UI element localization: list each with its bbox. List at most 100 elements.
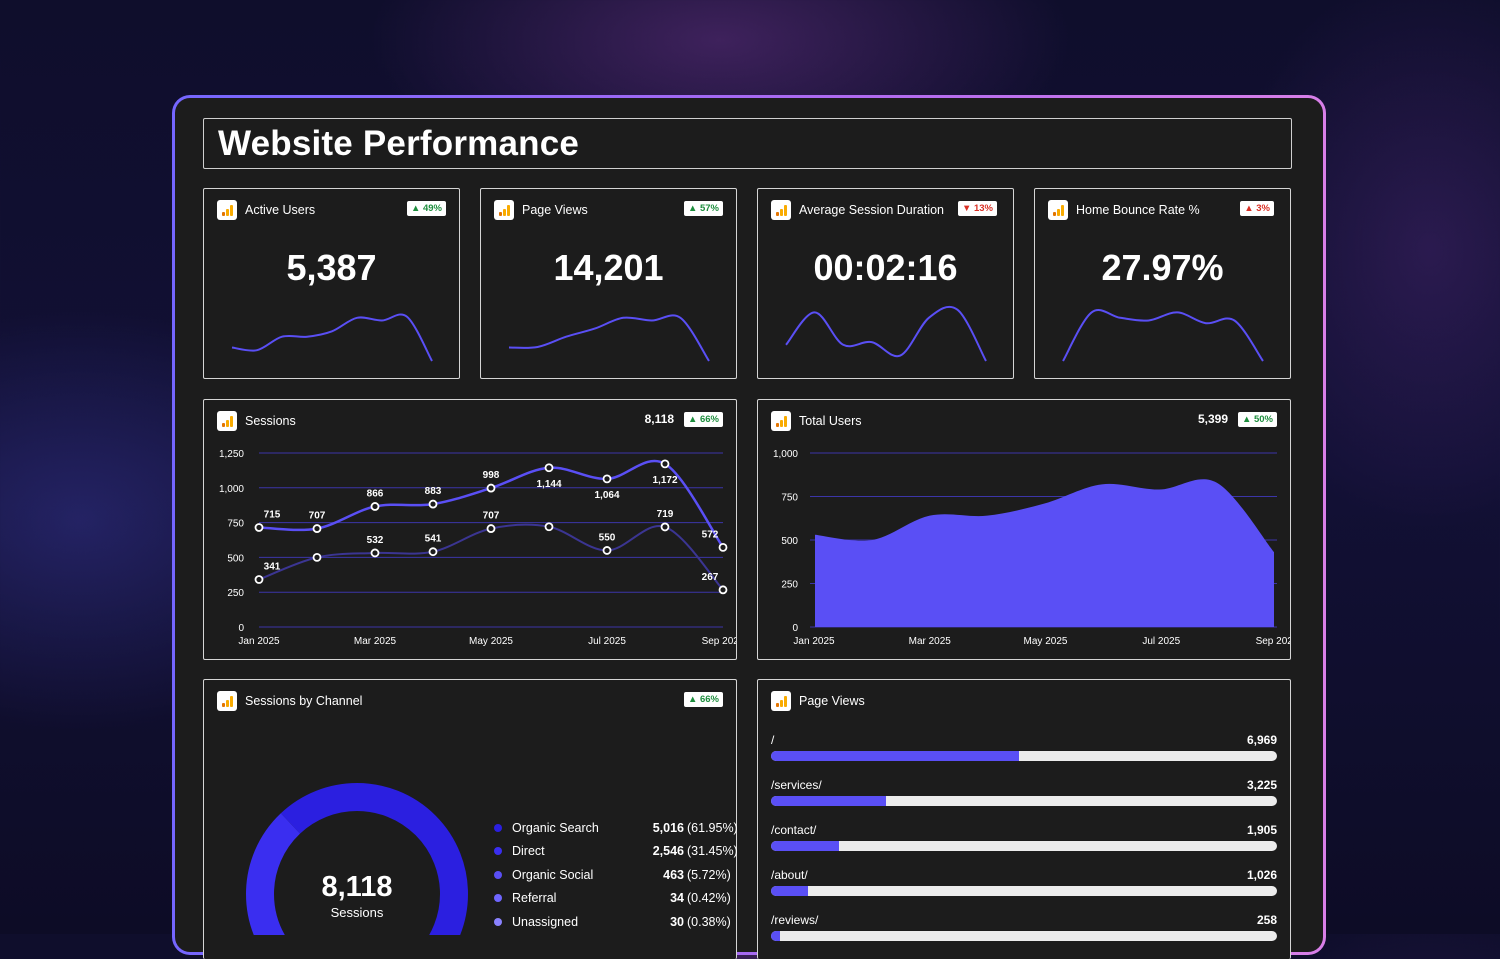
progress-track: [771, 751, 1277, 761]
card-title: Page Views: [799, 694, 865, 708]
kpi-label: Home Bounce Rate %: [1076, 203, 1200, 217]
kpi-card-active-users[interactable]: Active Users ▲ 49% 5,387: [203, 188, 460, 379]
y-tick-label: 750: [781, 493, 798, 504]
y-tick-label: 500: [781, 536, 798, 547]
progress-fill: [771, 931, 781, 941]
x-tick-label: Mar 2025: [354, 636, 397, 647]
data-label: 719: [657, 509, 674, 520]
legend-percent: (5.72%): [687, 867, 731, 882]
page-views-row[interactable]: /contact/1,905: [771, 823, 1277, 851]
data-label: 550: [599, 532, 616, 543]
total-users-area-chart: 0 250 500 750 1,000 Jan 2025 Mar 2025 May 2025 J…: [773, 449, 1290, 647]
data-label: 998: [483, 470, 500, 481]
kpi-card-avg-session-duration[interactable]: Average Session Duration ▼ 13% 00:02:16: [757, 188, 1014, 379]
page-path: /about/: [771, 868, 808, 882]
legend-percent: (0.38%): [687, 914, 731, 929]
data-label: 883: [425, 486, 442, 497]
page-path: /contact/: [771, 823, 817, 837]
analytics-icon: [217, 691, 237, 711]
page-views-row[interactable]: / 6,969: [771, 733, 1277, 761]
page-views-value: 6,969: [1246, 733, 1277, 747]
sparkline-path: [1062, 309, 1264, 362]
page-views-row[interactable]: /services/3,225: [771, 778, 1277, 806]
donut-slice: [246, 783, 468, 935]
channel-donut-chart: [246, 783, 468, 935]
page-views-row[interactable]: /about/1,026: [771, 868, 1277, 896]
sessions-by-channel-card[interactable]: Sessions by Channel ▲ 66% 8,118 Sessions…: [203, 679, 738, 959]
change-badge: ▲ 57%: [683, 201, 723, 216]
kpi-card-home-bounce-rate[interactable]: Home Bounce Rate % ▲ 3% 27.97%: [1034, 188, 1291, 379]
kpi-card-page-views[interactable]: Page Views ▲ 57% 14,201: [480, 188, 737, 379]
legend-name: Organic Search: [512, 820, 599, 835]
data-point: [428, 499, 438, 509]
donut-slice: [246, 783, 468, 935]
kpi-label: Average Session Duration: [799, 203, 944, 217]
kpi-value: 00:02:16: [813, 247, 958, 288]
total-users-card[interactable]: Total Users 5,399 ▲ 50% 0 250 500 750 1,000 J…: [757, 399, 1291, 660]
x-tick-label: Jan 2025: [793, 636, 835, 647]
data-point: [312, 524, 322, 533]
kpi-value: 27.97%: [1101, 247, 1224, 288]
x-tick-label: May 2025: [1024, 636, 1068, 647]
change-badge: ▲ 49%: [406, 201, 446, 216]
change-badge: ▲ 3%: [1240, 201, 1274, 216]
data-label: 532: [367, 535, 384, 546]
x-tick-label: Mar 2025: [909, 636, 952, 647]
sparkline: [1062, 309, 1264, 362]
data-point: [602, 474, 612, 484]
x-tick-label: Jan 2025: [238, 636, 280, 647]
y-tick-label: 1,000: [773, 449, 798, 460]
page-views-value: 1,026: [1246, 868, 1277, 882]
progress-track: [771, 796, 1277, 806]
legend-percent: (0.42%): [687, 891, 731, 906]
x-tick-label: May 2025: [469, 636, 513, 647]
progress-track: [771, 931, 1277, 941]
data-point: [486, 483, 496, 493]
donut-center-label: Sessions: [330, 905, 384, 920]
series-line: [258, 523, 724, 591]
data-label: 267: [702, 572, 719, 583]
progress-track: [771, 886, 1277, 896]
data-point: [718, 585, 728, 595]
data-label: 1,064: [594, 490, 619, 501]
legend-name: Direct: [512, 844, 545, 859]
area-fill: [815, 479, 1274, 627]
y-tick-label: 250: [781, 580, 798, 591]
sparkline: [508, 314, 710, 362]
change-badge: ▲ 66%: [683, 412, 723, 427]
data-point: [660, 459, 670, 469]
legend-dot: [494, 894, 502, 903]
data-point: [602, 546, 612, 555]
data-point: [660, 522, 670, 532]
sparkline: [231, 313, 433, 362]
legend-name: Organic Social: [512, 867, 594, 882]
data-label: 1,144: [536, 479, 561, 490]
data-label: 572: [702, 529, 719, 540]
data-point: [428, 547, 438, 557]
legend-value: 34: [670, 891, 684, 906]
card-title: Sessions: [245, 414, 296, 428]
data-point: [718, 542, 728, 552]
channel-legend: Organic Search 5,016 (61.95%) Direct 2,546 (3…: [494, 816, 738, 934]
page-views-row[interactable]: /reviews/258: [771, 913, 1277, 941]
analytics-icon: [1048, 200, 1068, 220]
kpi-label: Page Views: [522, 203, 588, 217]
donut-center-value: 8,118: [321, 871, 393, 903]
page-views-card[interactable]: Page Views / 6,969/services/3,225/contact…: [757, 679, 1291, 959]
progress-fill: [771, 796, 886, 806]
x-tick-label: Sep 2025: [1256, 636, 1290, 647]
data-point: [544, 522, 554, 532]
legend-name: Unassigned: [512, 914, 579, 929]
legend-item: Organic Social 463 (5.72%): [494, 863, 738, 887]
data-label: 715: [264, 509, 281, 520]
sessions-card[interactable]: Sessions 8,118 ▲ 66% 0 250 750 500 1,000 1,25…: [203, 399, 737, 660]
data-point: [544, 463, 554, 473]
progress-fill: [771, 751, 1020, 761]
kpi-value: 14,201: [553, 247, 664, 288]
data-label: 707: [309, 511, 326, 522]
y-tick-label: 500: [227, 553, 244, 564]
legend-dot: [494, 847, 502, 856]
data-point: [370, 502, 380, 511]
y-tick-label: 0: [238, 623, 244, 634]
legend-name: Referral: [512, 891, 557, 906]
